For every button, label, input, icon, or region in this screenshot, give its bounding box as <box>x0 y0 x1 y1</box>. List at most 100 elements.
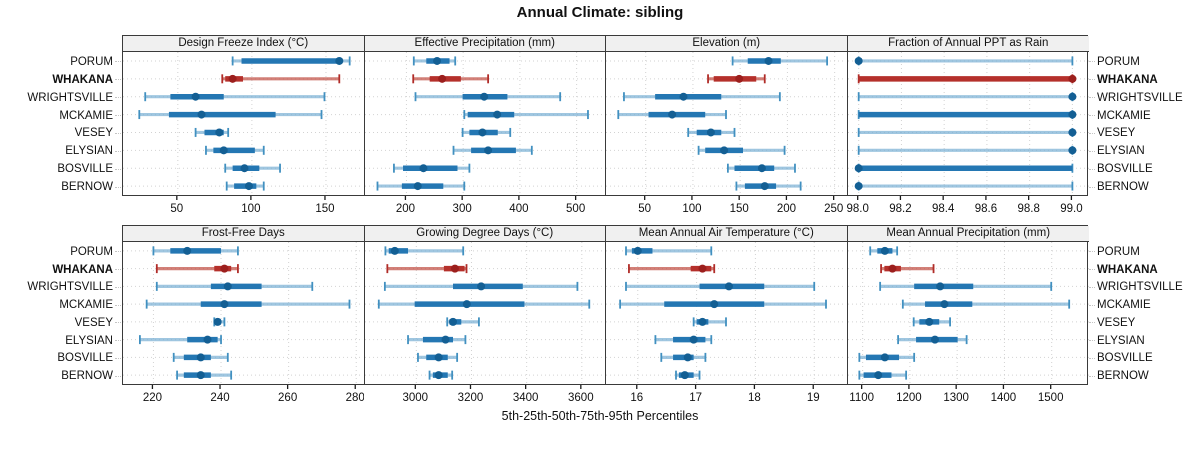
row-label-right-elysian: ELYSIAN <box>1089 332 1199 350</box>
median-dot <box>887 264 896 273</box>
tick-label: 400 <box>509 203 528 215</box>
tick-label: 3200 <box>457 392 483 404</box>
row-label-right-porum: PORUM <box>1089 243 1199 261</box>
median-dot <box>935 282 944 291</box>
category-label: VESEY <box>1097 316 1136 329</box>
row-connector <box>115 269 121 271</box>
median-dot <box>240 164 249 173</box>
tick-label: 1400 <box>990 392 1016 404</box>
category-label: WRIGHTSVILLE <box>27 281 113 294</box>
median-dot <box>1067 146 1076 155</box>
panel-plot-fraction-of-annual-ppt-as-rain <box>847 52 1089 195</box>
panel-frost-free-days: Frost-Free Days <box>123 226 365 384</box>
row-connector <box>115 357 121 359</box>
tick-label: 17 <box>689 392 702 404</box>
row-label-right-porum: PORUM <box>1089 53 1199 71</box>
panel-header-effective-precipitation-mm: Effective Precipitation (mm) <box>364 36 605 52</box>
median-dot <box>228 74 237 83</box>
row-connector <box>115 375 121 377</box>
median-dot <box>219 146 228 155</box>
median-dot <box>434 353 443 362</box>
median-dot <box>698 264 707 273</box>
category-label: WRIGHTSVILLE <box>1097 91 1183 104</box>
tick-label: 98.8 <box>1017 203 1039 215</box>
row-connector <box>1089 150 1095 152</box>
tick-label: 98.4 <box>931 203 954 215</box>
tick-label: 50 <box>170 203 183 215</box>
median-dot <box>1067 110 1076 119</box>
row-label-right-vesey: VESEY <box>1089 124 1199 142</box>
panel-design-freeze-index-c: Design Freeze Index (°C) <box>123 36 365 195</box>
tick-label: 300 <box>452 203 471 215</box>
median-dot <box>668 110 677 119</box>
row-connector <box>1089 186 1095 188</box>
row-label-right-vesey: VESEY <box>1089 314 1199 332</box>
median-dot <box>854 182 863 191</box>
category-label: BOSVILLE <box>57 163 113 176</box>
category-label: PORUM <box>70 245 113 258</box>
panel-growing-degree-days-c: Growing Degree Days (°C) <box>364 226 606 384</box>
category-label: ELYSIAN <box>1097 145 1145 158</box>
row-label-left-mckamie: MCKAMIE <box>0 107 121 125</box>
tick-label: 19 <box>807 392 820 404</box>
row-connector <box>1089 340 1095 342</box>
tick-label: 50 <box>638 203 651 215</box>
x-axis-mean-annual-air-temperature-c: 16 17 18 19 <box>630 385 820 404</box>
median-dot <box>880 353 889 362</box>
category-label: WRIGHTSVILLE <box>1097 281 1183 294</box>
median-dot <box>683 353 692 362</box>
median-dot <box>1067 74 1076 83</box>
x-axis-elevation-m: 50 100 150 200 250 <box>638 196 843 215</box>
row-connector <box>1089 97 1095 99</box>
row-label-left-bernow: BERNOW <box>0 178 121 196</box>
row-label-left-elysian: ELYSIAN <box>0 332 121 350</box>
tick-label: 100 <box>241 203 260 215</box>
row-connector <box>1089 79 1095 81</box>
median-dot <box>880 246 889 255</box>
row-connector <box>1089 115 1095 117</box>
median-dot <box>477 128 486 137</box>
median-dot <box>390 246 399 255</box>
row-label-right-mckamie: MCKAMIE <box>1089 296 1199 314</box>
row-label-left-bernow: BERNOW <box>0 367 121 385</box>
row-label-right-wrightsville: WRIGHTSVILLE <box>1089 278 1199 296</box>
x-axis-design-freeze-index-c: 50 100 150 <box>170 196 335 215</box>
x-axis-fraction-of-annual-ppt-as-rain: 98.0 98.2 98.4 98.6 98.8 99.0 <box>847 196 1082 215</box>
median-dot <box>873 371 882 380</box>
row-label-left-whakana: WHAKANA <box>0 71 121 89</box>
row-label-right-mckamie: MCKAMIE <box>1089 107 1199 125</box>
median-dot <box>680 371 689 380</box>
panel-plot-mean-annual-air-temperature-c <box>606 242 846 384</box>
category-label: ELYSIAN <box>65 334 113 347</box>
panel-band-1: Frost-Free Days Growing Degree Days (°C) M… <box>122 225 1089 385</box>
category-label: PORUM <box>1097 245 1140 258</box>
median-dot <box>441 335 450 344</box>
tick-label: 280 <box>346 392 364 404</box>
row-label-right-elysian: ELYSIAN <box>1089 142 1199 160</box>
tick-label: 3400 <box>512 392 538 404</box>
tick-label: 1200 <box>896 392 922 404</box>
panel-effective-precipitation-mm: Effective Precipitation (mm) <box>364 36 606 195</box>
tick-label: 1500 <box>1037 392 1063 404</box>
median-dot <box>448 317 457 326</box>
median-dot <box>434 371 443 380</box>
x-axis-effective-precipitation-mm: 200 300 400 500 <box>395 196 585 215</box>
category-label: BOSVILLE <box>57 352 113 365</box>
chart-title: Annual Climate: sibling <box>516 4 684 21</box>
panel-header-elevation-m: Elevation (m) <box>606 36 847 52</box>
median-dot <box>220 300 229 309</box>
median-dot <box>679 92 688 101</box>
tick-label: 200 <box>777 203 796 215</box>
category-label: WHAKANA <box>52 263 113 276</box>
median-dot <box>220 264 229 273</box>
tick-label: 200 <box>395 203 414 215</box>
median-dot <box>197 110 206 119</box>
tick-label: 150 <box>315 203 334 215</box>
row-connector <box>115 304 121 306</box>
median-dot <box>1067 92 1076 101</box>
tick-label: 100 <box>682 203 701 215</box>
tick-label: 99.0 <box>1060 203 1082 215</box>
panel-header-mean-annual-air-temperature-c: Mean Annual Air Temperature (°C) <box>606 226 847 242</box>
tick-label: 98.2 <box>889 203 911 215</box>
panel-header-fraction-of-annual-ppt-as-rain: Fraction of Annual PPT as Rain <box>847 36 1089 52</box>
